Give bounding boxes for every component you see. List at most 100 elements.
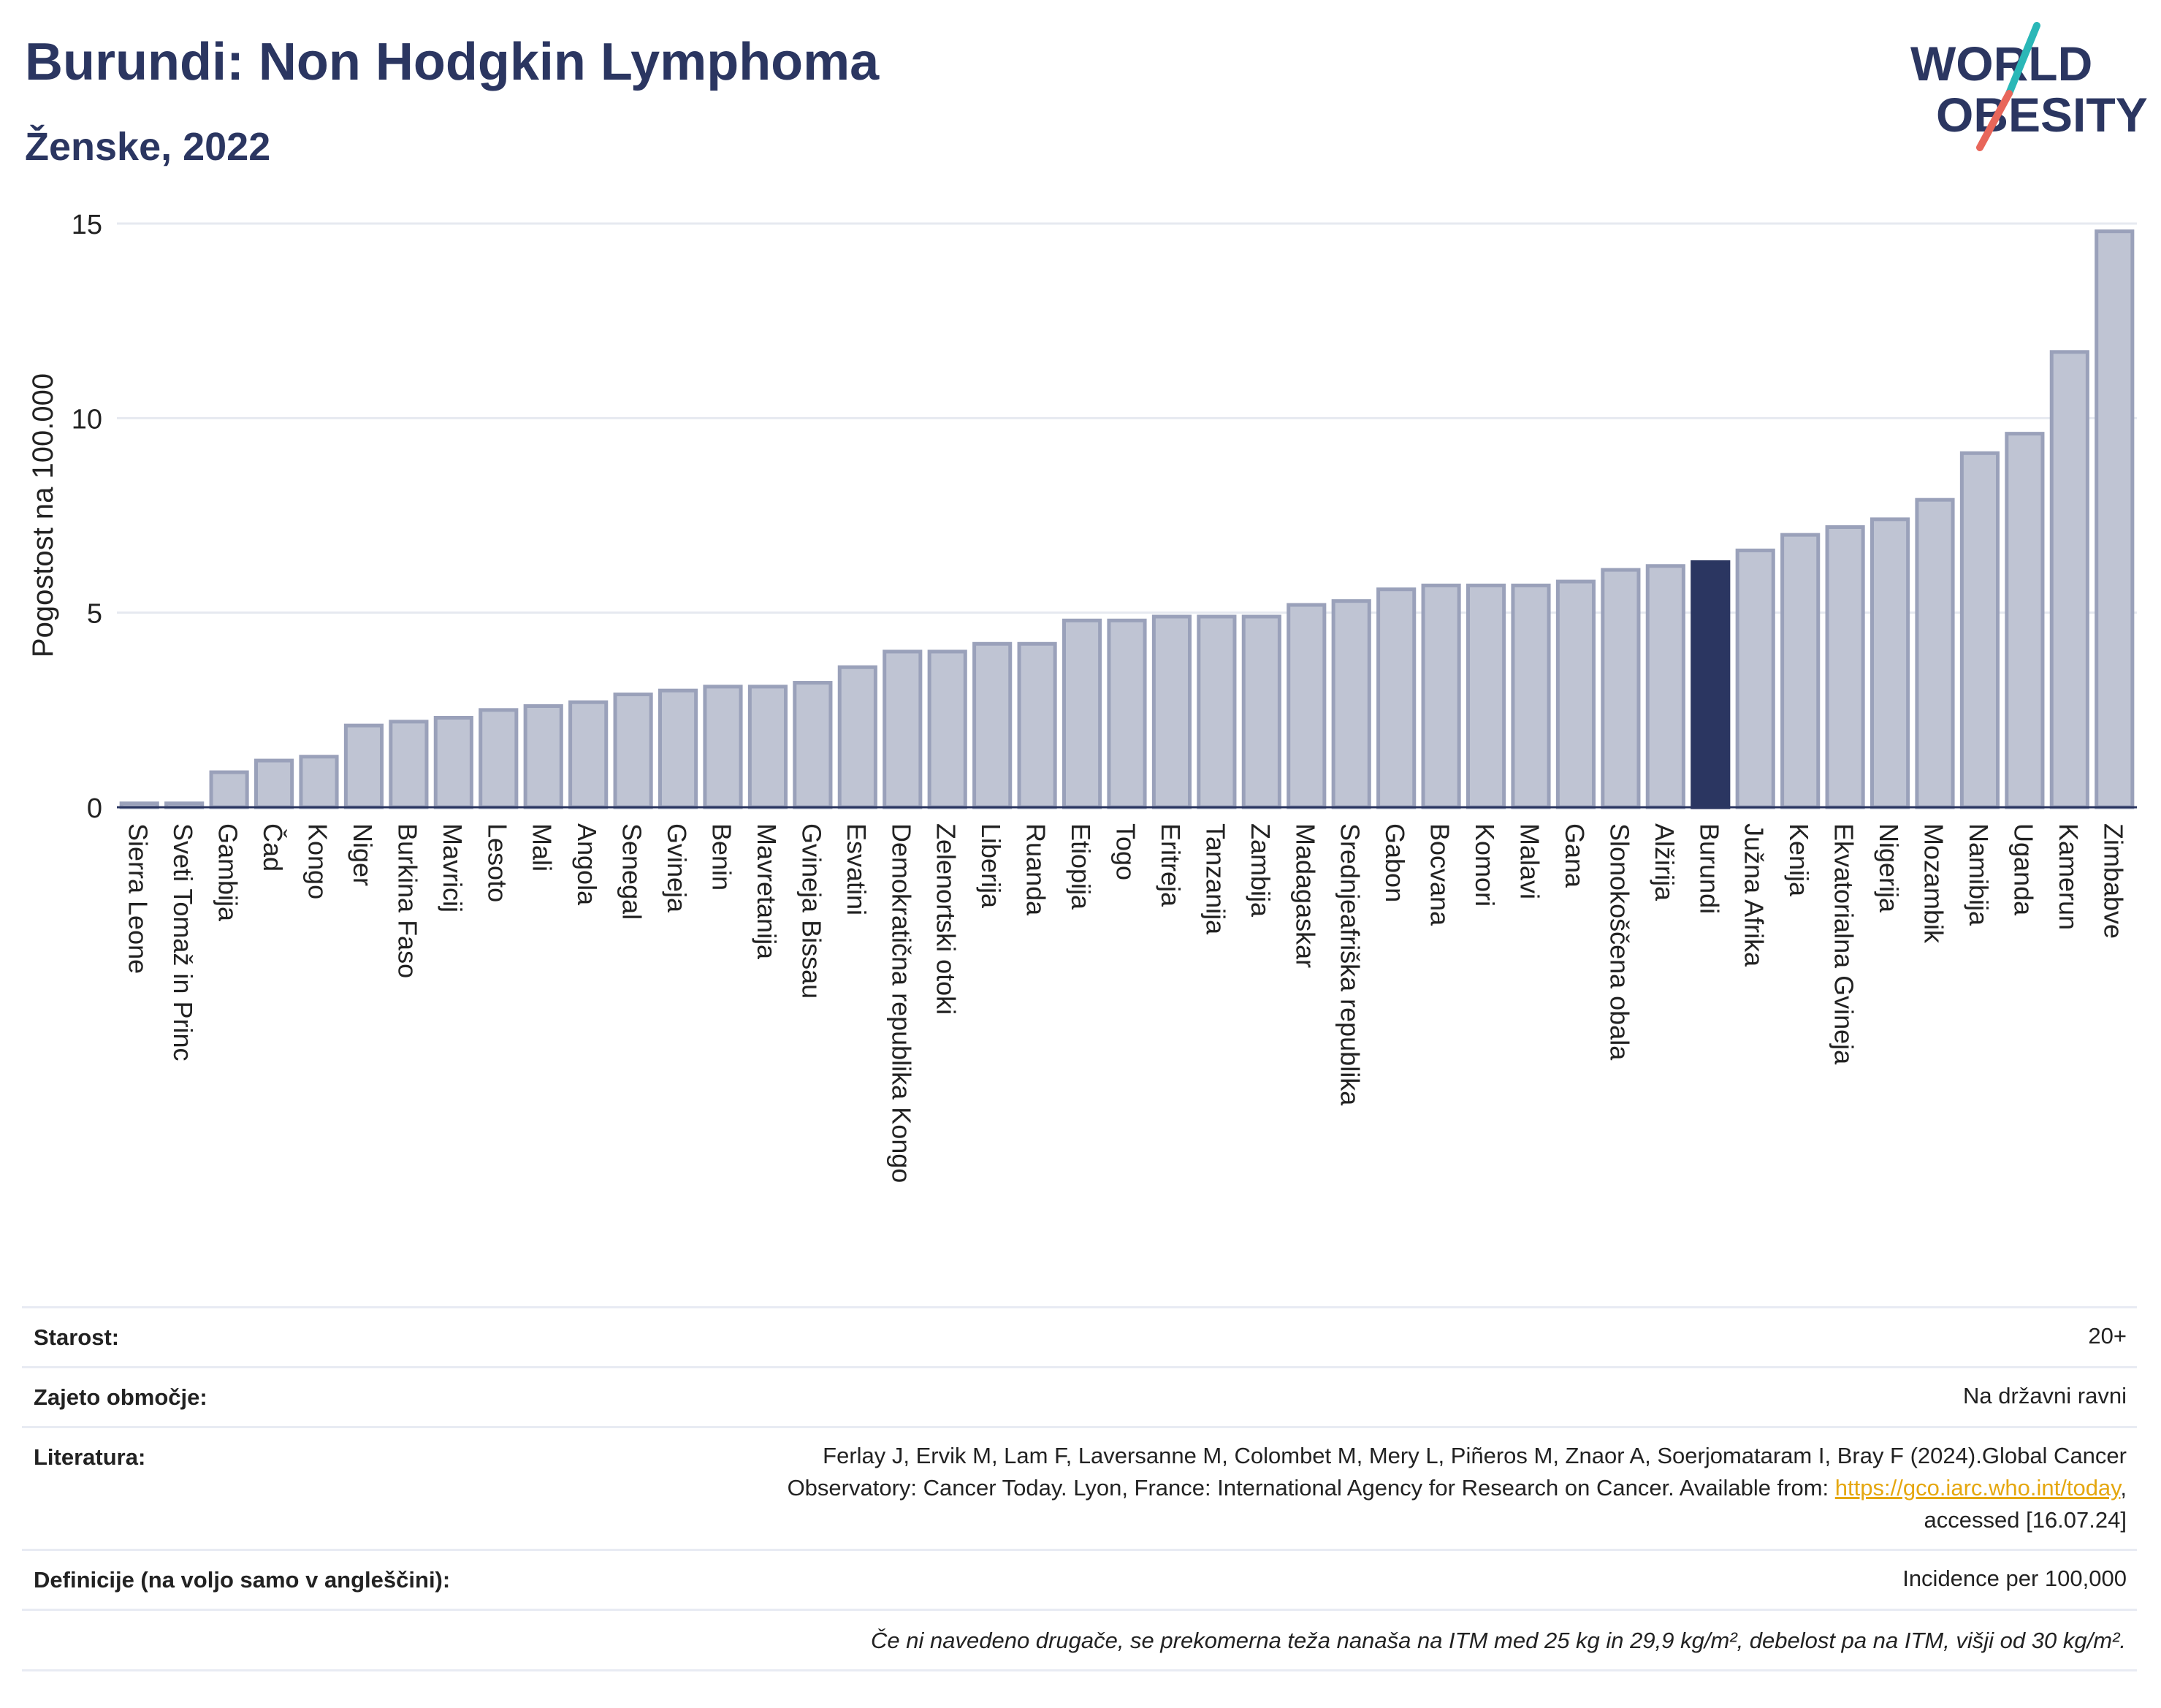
logo-slash-bottom bbox=[1976, 90, 2013, 151]
footnote: Če ni navedeno drugače, se prekomerna te… bbox=[871, 1628, 2126, 1653]
x-tick-label: Madagaskar bbox=[1290, 823, 1320, 968]
bar bbox=[1466, 583, 1506, 809]
bar bbox=[209, 770, 249, 809]
reference-line-2-suffix: , bbox=[2120, 1475, 2127, 1501]
bar bbox=[1511, 583, 1551, 809]
x-tick-label: Gana bbox=[1560, 823, 1590, 888]
age-label: Starost: bbox=[34, 1324, 120, 1350]
y-tick-label: 5 bbox=[87, 599, 102, 630]
bar bbox=[883, 649, 923, 809]
y-axis-label: Pogostost na 100.000 bbox=[27, 373, 59, 657]
meta-row-definitions: Definicije (na voljo samo v angleščini):… bbox=[22, 1549, 2137, 1609]
bar bbox=[389, 720, 429, 809]
bar bbox=[1870, 517, 1910, 809]
bar bbox=[1780, 533, 1821, 809]
bar-highlighted bbox=[1691, 560, 1731, 809]
world-obesity-logo: WORLD OBESITY bbox=[1910, 22, 2148, 151]
x-tick-label: Liberija bbox=[976, 823, 1006, 909]
meta-row-area: Zajeto območje: Na državni ravni bbox=[22, 1366, 2137, 1427]
x-tick-label: Gvineja bbox=[662, 823, 692, 913]
x-tick-label: Srednjeafriška republika bbox=[1335, 823, 1365, 1106]
reference-label: Literatura: bbox=[34, 1444, 146, 1470]
bars bbox=[119, 229, 2135, 809]
reference-line-2-text: Observatory: Cancer Today. Lyon, France:… bbox=[787, 1475, 1835, 1501]
divider bbox=[22, 1609, 2137, 1611]
x-tick-label: Nigerija bbox=[1874, 823, 1904, 913]
meta-row-age: Starost: 20+ bbox=[22, 1306, 2137, 1367]
x-tick-label: Kongo bbox=[303, 823, 333, 899]
y-tick-label: 10 bbox=[72, 404, 102, 435]
bar bbox=[972, 641, 1013, 809]
x-tick-label: Komori bbox=[1470, 823, 1500, 907]
x-tick-label: Demokratična republika Kongo bbox=[886, 823, 916, 1183]
x-tick-label: Južna Afrika bbox=[1739, 823, 1769, 967]
chart-subtitle: Ženske, 2022 bbox=[25, 125, 271, 169]
bottom-divider bbox=[22, 1669, 2137, 1671]
x-tick-label: Mozambik bbox=[1919, 823, 1949, 944]
bar bbox=[1555, 579, 1596, 809]
bar bbox=[1287, 603, 1327, 809]
x-tick-label: Namibija bbox=[1964, 823, 1994, 926]
reference-value: Ferlay J, Ervik M, Lam F, Laversanne M, … bbox=[788, 1440, 2127, 1536]
age-value: 20+ bbox=[2088, 1323, 2127, 1349]
x-tick-label: Bocvana bbox=[1425, 823, 1455, 926]
x-tick-label: Malavi bbox=[1515, 823, 1545, 899]
x-tick-label: Togo bbox=[1111, 823, 1141, 880]
bar bbox=[1062, 618, 1102, 809]
x-tick-label: Etiopija bbox=[1066, 823, 1096, 910]
x-tick-label: Zambija bbox=[1246, 823, 1276, 918]
bar bbox=[254, 758, 294, 809]
x-tick-label: Uganda bbox=[2008, 823, 2038, 916]
x-tick-label: Ruanda bbox=[1021, 823, 1051, 916]
y-tick-label: 15 bbox=[72, 210, 102, 240]
logo-text-world: WORLD bbox=[1910, 37, 2092, 91]
x-tick-label: Zelenortski otoki bbox=[931, 823, 961, 1015]
bar bbox=[703, 685, 743, 809]
bar bbox=[1017, 641, 1057, 809]
bar bbox=[1107, 618, 1147, 809]
x-tick-label: Kenija bbox=[1784, 823, 1814, 897]
x-tick-label: Burkina Faso bbox=[392, 823, 422, 978]
bar bbox=[837, 665, 877, 809]
bar bbox=[1241, 614, 1281, 809]
bar bbox=[479, 708, 519, 809]
bar bbox=[1376, 587, 1417, 809]
x-tick-label: Slonokoščena obala bbox=[1604, 823, 1634, 1061]
bar bbox=[1601, 568, 1641, 809]
bar bbox=[1825, 525, 1865, 809]
bar bbox=[1331, 599, 1371, 809]
bar bbox=[2049, 350, 2089, 809]
x-tick-label: Burundi bbox=[1694, 823, 1724, 914]
reference-link[interactable]: https://gco.iarc.who.int/today bbox=[1834, 1475, 2121, 1501]
bar bbox=[2005, 432, 2045, 809]
x-tick-label: Niger bbox=[348, 823, 378, 886]
bar bbox=[658, 688, 698, 809]
bar bbox=[1197, 614, 1237, 809]
x-tick-label: Alžirija bbox=[1650, 823, 1680, 901]
x-tick-label: Tanzanija bbox=[1200, 823, 1230, 935]
reference-line-1: Ferlay J, Ervik M, Lam F, Laversanne M, … bbox=[823, 1443, 2127, 1468]
bar bbox=[1959, 451, 2000, 809]
chart-title: Burundi: Non Hodgkin Lymphoma bbox=[25, 33, 880, 91]
x-tick-label: Gabon bbox=[1380, 823, 1410, 902]
logo-text-obesity: OBESITY bbox=[1936, 88, 2148, 142]
x-tick-label: Esvatini bbox=[842, 823, 872, 915]
area-label: Zajeto območje: bbox=[34, 1384, 207, 1410]
x-tick-label: Gvineja Bissau bbox=[796, 823, 826, 999]
bar bbox=[1915, 497, 1955, 809]
bar bbox=[299, 755, 339, 809]
x-tick-label: Sierra Leone bbox=[123, 823, 153, 974]
bar bbox=[793, 681, 833, 809]
logo-slash-top bbox=[2005, 22, 2040, 97]
bar-chart: 0 5 10 15 Sierra Leone Sveti Tomaž in Princ G… bbox=[27, 210, 2137, 1183]
definitions-label: Definicije (na voljo samo v angleščini): bbox=[34, 1567, 451, 1593]
x-tick-label: Mavricij bbox=[438, 823, 468, 912]
meta-row-reference: Literatura: Ferlay J, Ervik M, Lam F, La… bbox=[22, 1426, 2137, 1549]
x-tick-label: Gambija bbox=[213, 823, 243, 922]
bar bbox=[343, 723, 384, 809]
y-tick-label: 0 bbox=[87, 793, 102, 824]
x-tick-labels: Sierra Leone Sveti Tomaž in Princ Gambija Č… bbox=[123, 823, 2129, 1183]
reference-line-3: accessed [16.07.24] bbox=[1924, 1507, 2127, 1533]
bar bbox=[613, 693, 653, 809]
x-tick-label: Lesoto bbox=[482, 823, 512, 902]
